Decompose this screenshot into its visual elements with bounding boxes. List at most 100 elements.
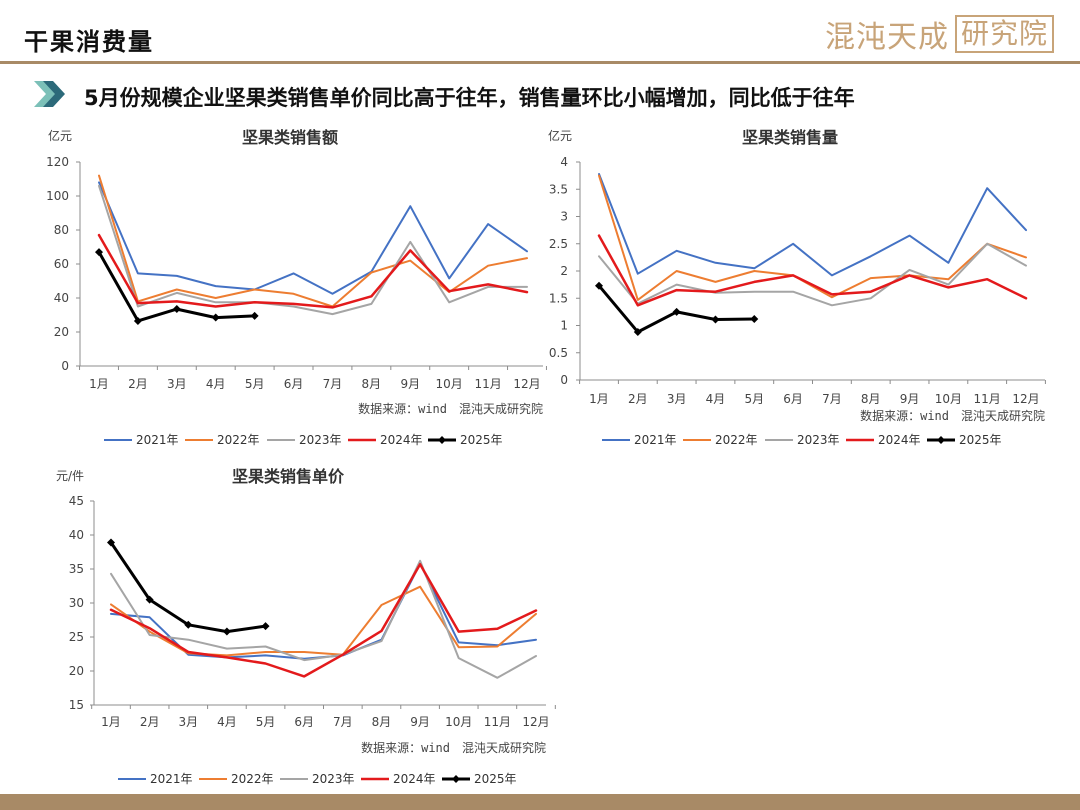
chart1-data-point	[172, 305, 181, 314]
chart3-y-tick-label: 15	[69, 698, 84, 712]
chart3-source-note: 数据来源：wind 混沌天成研究院	[361, 740, 546, 755]
chart1-unit-label: 亿元	[48, 128, 72, 143]
chart2-y-tick-label: 0	[560, 373, 568, 387]
chart3-y-tick-label: 35	[69, 562, 84, 576]
chart1-legend-label: 2023年	[299, 433, 342, 447]
chart3-y-tick-label: 20	[69, 664, 84, 678]
chart2-y-tick-label: 1	[560, 319, 568, 333]
chart1-y-tick-label: 120	[46, 155, 69, 169]
chart2-y-tick-label: 4	[560, 155, 568, 169]
chart1-series-line-3	[98, 184, 528, 316]
chart2-series-line-1	[598, 173, 1027, 277]
chart3-x-tick-label: 3月	[178, 715, 198, 729]
chart3-series-line-3	[110, 559, 537, 679]
chart2-y-tick-label: 3	[560, 210, 568, 224]
chart1-y-tick-label: 20	[54, 325, 69, 339]
chart3-data-point	[222, 627, 231, 636]
chart2-x-tick-label: 9月	[900, 392, 920, 406]
chart1-data-point	[95, 248, 103, 257]
chart2-x-tick-label: 2月	[628, 392, 648, 406]
chart2-data-point	[711, 315, 720, 324]
logo: 混沌天成 研究院	[824, 14, 1054, 55]
chart3-y-tick-label: 30	[69, 596, 84, 610]
chart3-series-line-2	[110, 585, 537, 657]
chart2-legend-marker	[937, 436, 945, 444]
chart2-data-point	[750, 314, 759, 323]
chart3-legend-label: 2021年	[150, 772, 193, 786]
chart1-y-tick-label: 100	[46, 189, 69, 203]
chart1-data-point	[250, 311, 259, 320]
page-title: 干果消费量	[24, 28, 154, 56]
chart3-legend-label: 2022年	[231, 772, 274, 786]
chart1-legend-label: 2022年	[217, 433, 260, 447]
chart1-title: 坚果类销售额	[242, 128, 338, 147]
chart1-x-tick-label: 10月	[436, 377, 463, 391]
chart1-x-tick-label: 4月	[206, 377, 226, 391]
chart1-legend-label: 2021年	[136, 433, 179, 447]
chart2-x-tick-label: 12月	[1012, 392, 1039, 406]
chart3-y-tick-label: 45	[69, 494, 84, 508]
chart3-legend-marker	[452, 775, 460, 783]
chart1-x-tick-label: 5月	[245, 377, 265, 391]
logo-box-text: 研究院	[954, 15, 1054, 53]
chart2-x-tick-label: 5月	[744, 392, 764, 406]
chart2-series-line-2	[598, 174, 1027, 301]
chart1-x-tick-label: 7月	[323, 377, 343, 391]
chart1-x-tick-label: 1月	[89, 377, 109, 391]
chart3-x-tick-label: 7月	[333, 715, 353, 729]
chart2-data-point	[595, 281, 603, 290]
chart3-x-tick-label: 11月	[484, 715, 511, 729]
chart1-x-tick-label: 12月	[513, 377, 540, 391]
chart3-data-point	[184, 620, 193, 629]
chart3-data-point	[145, 595, 154, 604]
chart2-legend-label: 2022年	[715, 433, 758, 447]
chart3-x-tick-label: 5月	[256, 715, 276, 729]
chart3-data-point	[107, 538, 115, 547]
chart1-series-line-2	[98, 174, 528, 308]
chart2-y-tick-label: 0.5	[549, 346, 568, 360]
footer-bar	[0, 794, 1080, 810]
chart3-series-line-4	[109, 562, 538, 678]
chart2-legend-label: 2025年	[959, 433, 1002, 447]
chart2-unit-label: 亿元	[548, 128, 572, 143]
chart1-y-tick-label: 40	[54, 291, 69, 305]
chart2-x-tick-label: 3月	[667, 392, 687, 406]
chart2-data-point	[633, 328, 642, 337]
chart1-x-tick-label: 2月	[128, 377, 148, 391]
chart1-y-tick-label: 60	[54, 257, 69, 271]
chart2-y-tick-label: 3.5	[549, 182, 568, 196]
chart1-series-line-4	[97, 233, 529, 309]
chart2-x-tick-label: 11月	[974, 392, 1001, 406]
chart1-legend-label: 2024年	[380, 433, 423, 447]
chart3-legend-label: 2023年	[312, 772, 355, 786]
chart2-x-tick-label: 6月	[783, 392, 803, 406]
chart3-legend-label: 2024年	[393, 772, 436, 786]
chart1-legend-marker	[438, 436, 446, 444]
chart3-x-tick-label: 2月	[140, 715, 160, 729]
chart3-legend-label: 2025年	[474, 772, 517, 786]
chart2-x-tick-label: 4月	[706, 392, 726, 406]
chart3-x-tick-label: 10月	[445, 715, 472, 729]
chart1-data-point	[211, 313, 220, 322]
chart2-x-tick-label: 8月	[861, 392, 881, 406]
chart2-source-note: 数据来源：wind 混沌天成研究院	[860, 408, 1045, 423]
chart3-x-tick-label: 4月	[217, 715, 237, 729]
chart2-legend-label: 2023年	[797, 433, 840, 447]
logo-text: 混沌天成	[824, 20, 949, 55]
chart3-x-tick-label: 1月	[101, 715, 121, 729]
chevron-right-icon	[34, 81, 65, 107]
chart2-series-line-3	[598, 242, 1027, 307]
chart1-data-point	[133, 316, 142, 325]
chart2-series-line-4	[597, 234, 1028, 307]
chart3-x-tick-label: 12月	[522, 715, 549, 729]
slide-subtitle: 5月份规模企业坚果类销售单价同比高于往年，销售量环比小幅增加，同比低于往年	[84, 86, 855, 110]
chart1-x-tick-label: 11月	[474, 377, 501, 391]
chart1-legend-label: 2025年	[460, 433, 503, 447]
chart2-x-tick-label: 7月	[822, 392, 842, 406]
chart2-y-tick-label: 2	[560, 264, 568, 278]
chart2-x-tick-label: 10月	[935, 392, 962, 406]
chart3-data-point	[261, 622, 270, 631]
chart1-source-note: 数据来源：wind 混沌天成研究院	[358, 401, 543, 416]
chart3-y-tick-label: 25	[69, 630, 84, 644]
